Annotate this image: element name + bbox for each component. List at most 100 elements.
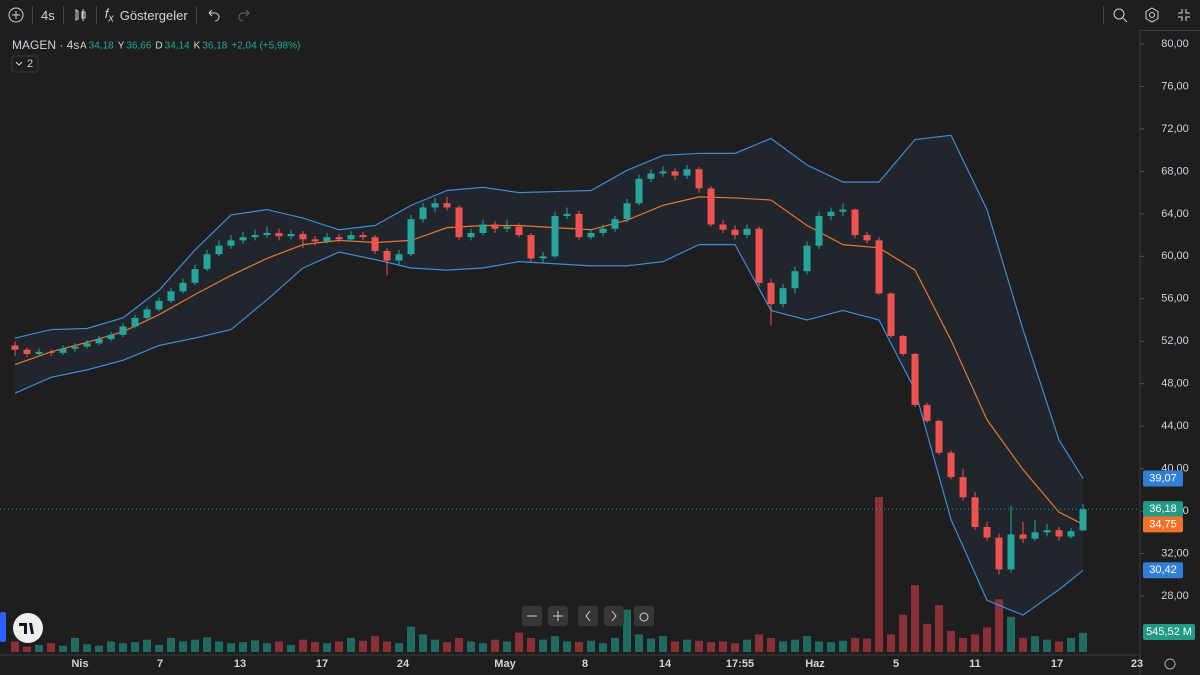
volume-bar: [599, 643, 607, 652]
candle-body: [1007, 534, 1015, 570]
volume-bar: [47, 643, 55, 652]
interval-button[interactable]: 4s: [41, 7, 55, 23]
chevron-icon: [15, 61, 23, 66]
x-tick-label: 7: [157, 658, 163, 670]
volume-bar: [359, 640, 367, 652]
candle-body: [83, 343, 91, 347]
chart-type-button[interactable]: [64, 0, 96, 30]
search-button[interactable]: [1104, 0, 1136, 30]
symbol-title: MAGEN · 4s: [12, 38, 79, 52]
volume-bar: [107, 641, 115, 652]
volume-bar: [911, 585, 919, 652]
candle-body: [647, 173, 655, 179]
indicator-toggle[interactable]: [11, 55, 39, 73]
candle-body: [1055, 530, 1063, 537]
candle-body: [971, 497, 979, 527]
candle-body: [875, 240, 883, 294]
side-tab[interactable]: [0, 612, 6, 642]
ohlc-value: 36,66: [126, 41, 151, 52]
axis-settings-icon[interactable]: [1164, 658, 1176, 670]
candle-body: [119, 326, 127, 335]
scroll-left-button[interactable]: [578, 606, 598, 626]
volume-bar: [971, 634, 979, 652]
reset-button[interactable]: [634, 606, 654, 626]
volume-bar: [155, 644, 163, 652]
candle-body: [527, 235, 535, 259]
candle-body: [959, 477, 967, 498]
volume-bar: [899, 614, 907, 652]
scroll-right-button[interactable]: [604, 606, 624, 626]
toolbar: 4s fx Göstergeler: [0, 0, 1200, 31]
redo-button[interactable]: [229, 0, 261, 30]
volume-bar: [959, 637, 967, 652]
volume-bar: [755, 634, 763, 652]
candle-body: [935, 420, 943, 453]
volume-bar: [251, 640, 259, 652]
bollinger-upper: [14, 134, 1084, 479]
y-tick-label: 68,00: [1161, 165, 1189, 177]
volume-bar: [143, 639, 151, 652]
ohlc-key: D: [155, 41, 162, 52]
volume-bar: [887, 634, 895, 652]
candle-body: [227, 240, 235, 246]
candle-body: [143, 309, 151, 318]
volume-bar: [35, 644, 43, 652]
candle-body: [719, 224, 727, 230]
candle-body: [839, 209, 847, 212]
candle-body: [707, 188, 715, 225]
candle-body: [1079, 509, 1087, 531]
candle-body: [359, 235, 367, 238]
candle-body: [395, 254, 403, 261]
candle-body: [683, 169, 691, 176]
candle-body: [863, 235, 871, 241]
volume-bar: [947, 630, 955, 652]
last-price-badge: [1143, 501, 1183, 518]
lower-band-label: 30,42: [1149, 564, 1177, 576]
volume-bar: [815, 641, 823, 652]
volume-badge: [1143, 624, 1195, 640]
volume-bar: [323, 643, 331, 652]
candle-body: [779, 288, 787, 305]
indicators-button[interactable]: fx Göstergeler: [104, 5, 188, 25]
y-tick-label: 32,00: [1161, 547, 1189, 559]
volume-bar: [467, 641, 475, 652]
x-tick-label: 11: [969, 658, 981, 670]
fullscreen-button[interactable]: [1168, 0, 1200, 30]
candle-body: [563, 213, 571, 216]
candle-body: [1043, 530, 1051, 533]
candle-body: [287, 234, 295, 237]
candle-body: [695, 169, 703, 189]
candle-body: [239, 237, 247, 241]
chart: MAGEN · 4s 2 28,0032,0036,0040,0044,0048…: [0, 30, 1195, 675]
settings-button[interactable]: [1136, 0, 1168, 30]
volume-bar: [635, 634, 643, 652]
candle-body: [191, 269, 199, 283]
volume-bar: [935, 605, 943, 652]
x-tick-label: Nis: [71, 658, 88, 670]
volume-bar: [179, 641, 187, 652]
volume-bar: [923, 623, 931, 652]
volume-bar: [167, 637, 175, 652]
volume-bar: [803, 636, 811, 652]
add-button[interactable]: [0, 0, 32, 30]
undo-button[interactable]: [197, 0, 229, 30]
volume-bar: [503, 641, 511, 652]
candle-body: [263, 232, 271, 236]
candle-body: [11, 345, 19, 350]
volume-bar: [431, 639, 439, 652]
candle-body: [371, 237, 379, 251]
x-tick-label: Haz: [805, 658, 825, 670]
candle-body: [335, 237, 343, 240]
volume-bar: [575, 642, 583, 652]
candle-body: [419, 207, 427, 220]
volume-bar: [623, 609, 631, 652]
candle-body: [311, 239, 319, 242]
candle-body: [491, 224, 499, 229]
ohlc-value: 34,14: [165, 41, 190, 52]
candle-body: [635, 178, 643, 204]
volume-bar: [539, 639, 547, 652]
volume-bar: [875, 497, 883, 652]
tv-logo: [13, 613, 43, 643]
change-label: +2,04 (+5,98%): [231, 41, 300, 52]
candle-body: [671, 171, 679, 176]
